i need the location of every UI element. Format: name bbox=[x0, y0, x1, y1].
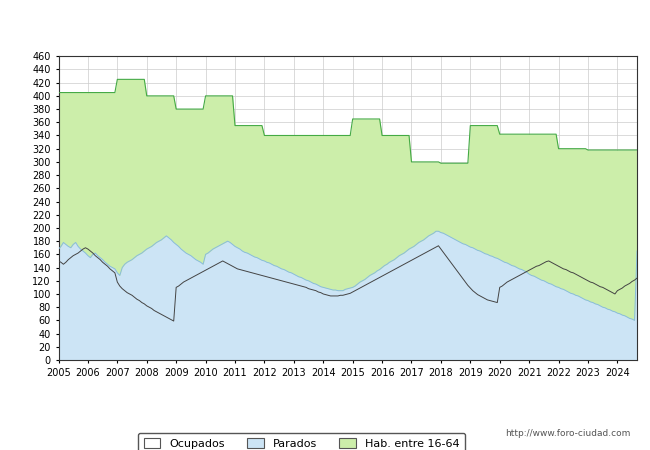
Text: http://www.foro-ciudad.com: http://www.foro-ciudad.com bbox=[505, 429, 630, 438]
Legend: Ocupados, Parados, Hab. entre 16-64: Ocupados, Parados, Hab. entre 16-64 bbox=[138, 433, 465, 450]
Text: El Romeral - Evolucion de la poblacion en edad de Trabajar Septiembre de 2024: El Romeral - Evolucion de la poblacion e… bbox=[61, 17, 589, 30]
